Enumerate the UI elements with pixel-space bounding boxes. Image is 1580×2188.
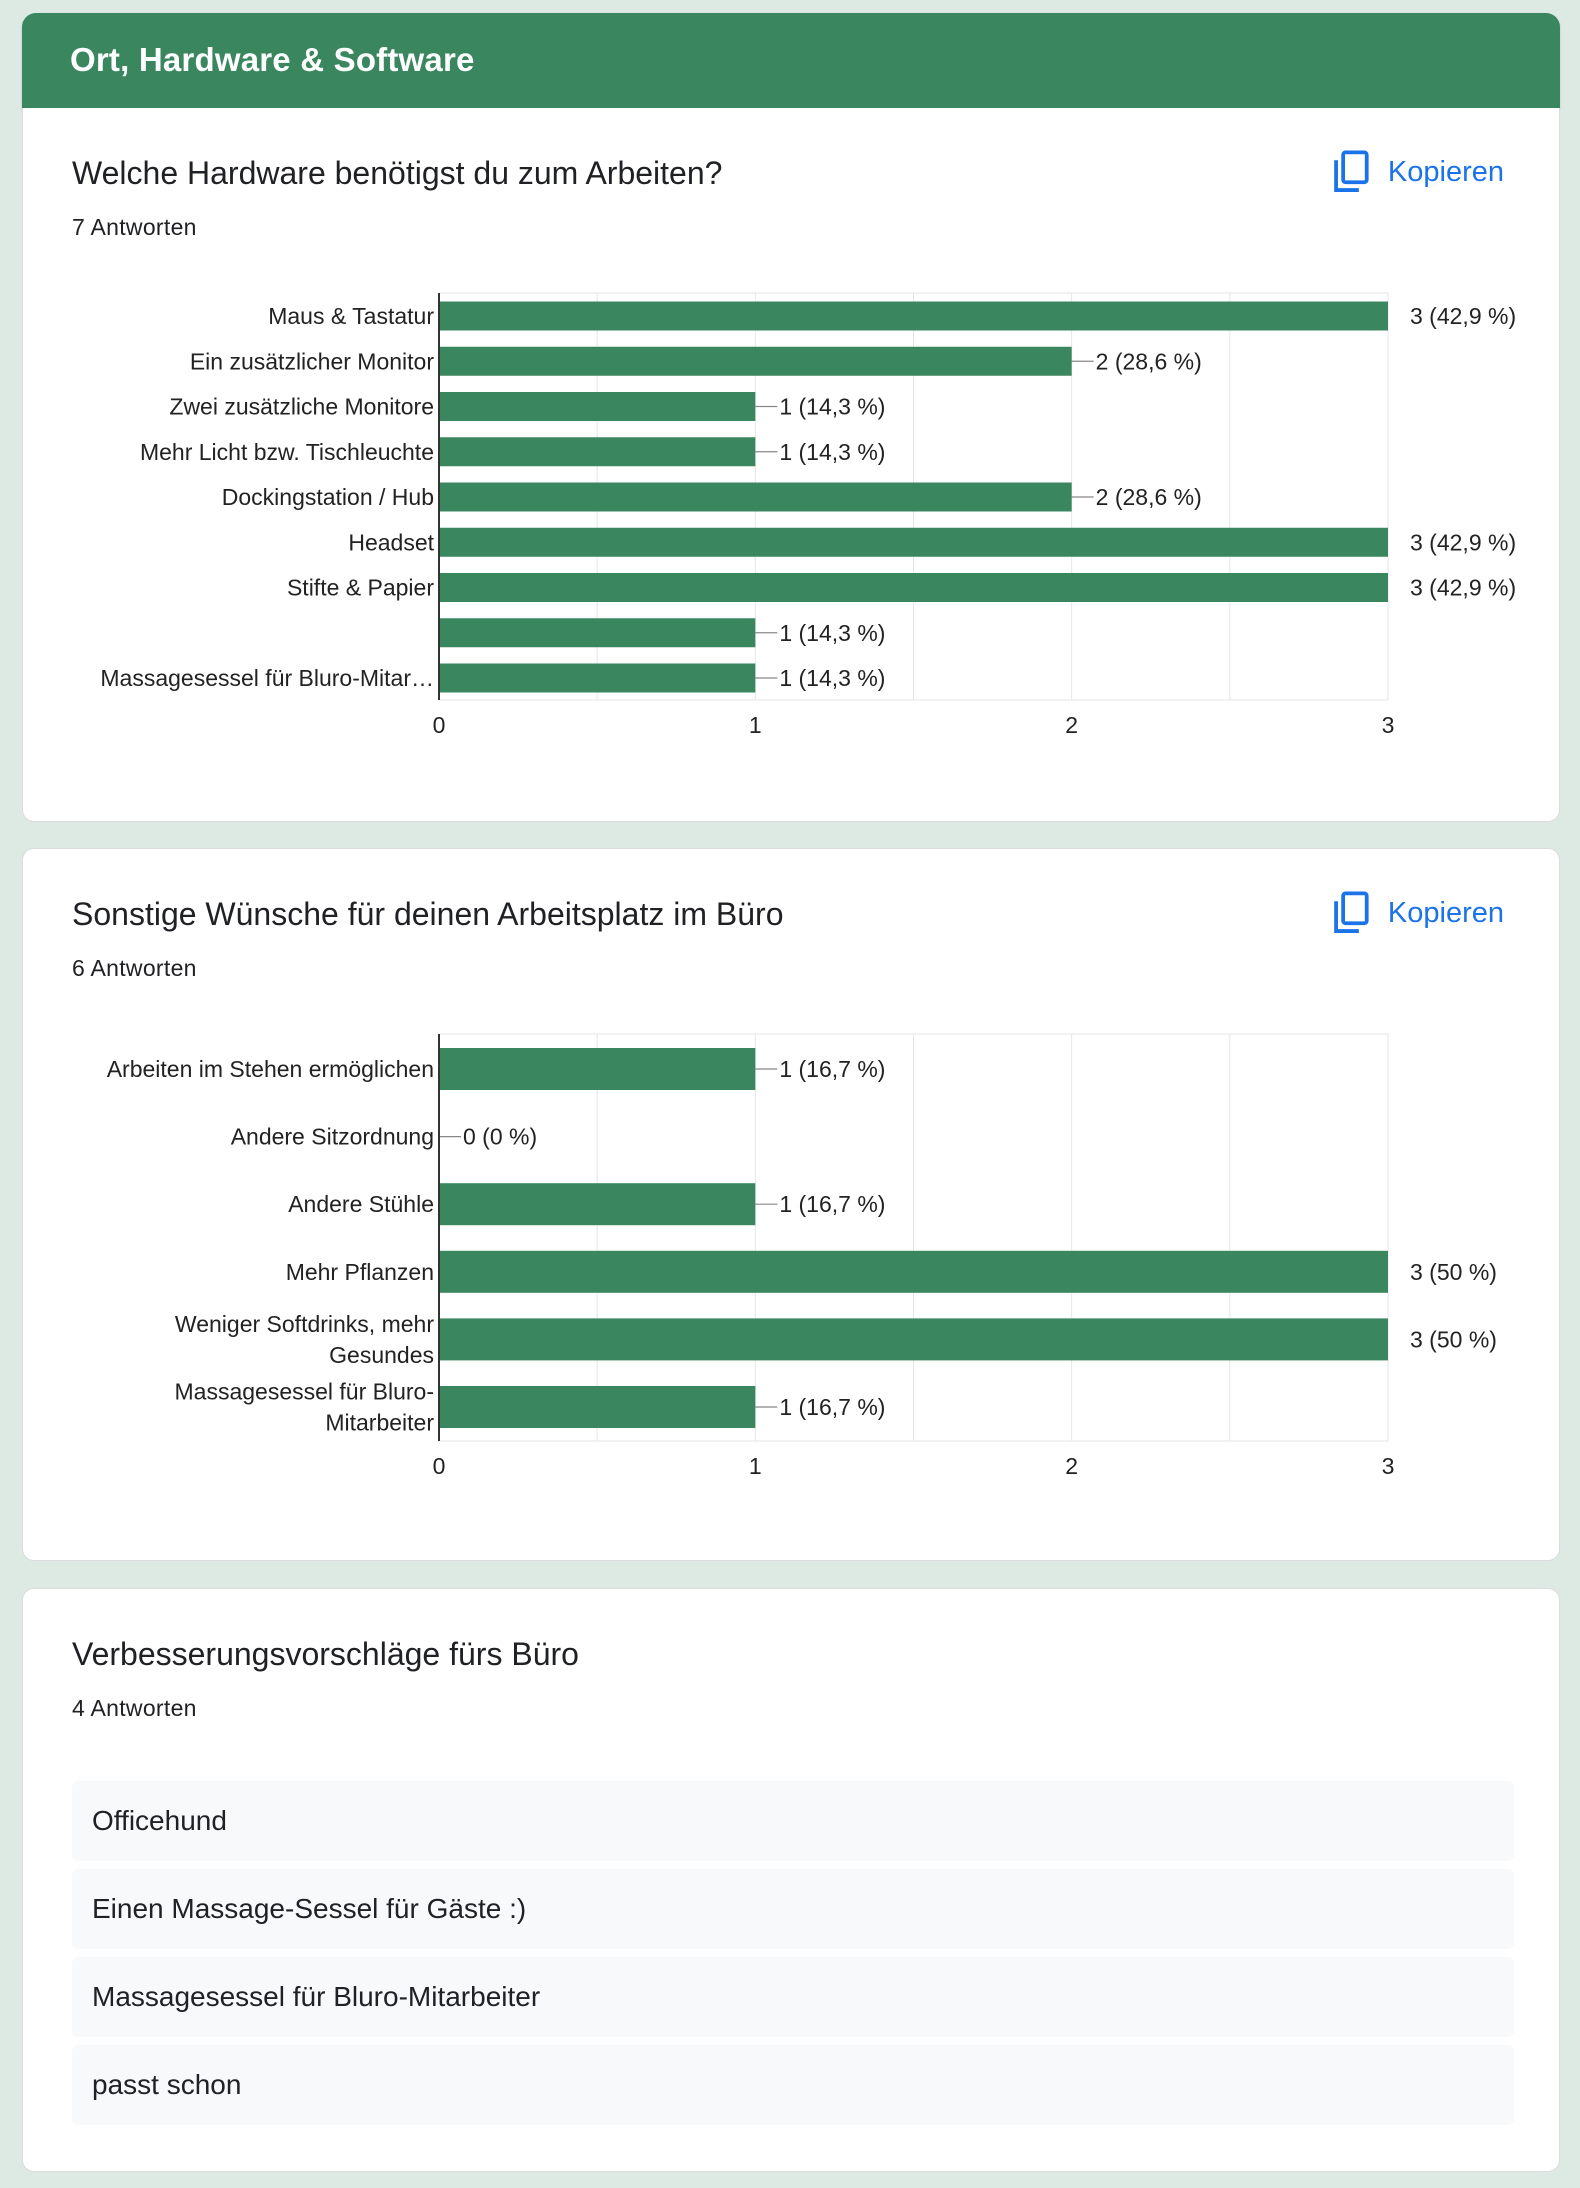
category-label: Andere Sitzordnung — [231, 1124, 434, 1150]
bar — [439, 346, 1072, 376]
category-label: Mehr Licht bzw. Tischleuchte — [140, 439, 434, 465]
question-title: Sonstige Wünsche für deinen Arbeitsplatz… — [72, 896, 784, 932]
bar — [439, 392, 756, 421]
x-tick-label: 1 — [749, 712, 762, 738]
response-item: passt schon — [72, 2045, 1514, 2125]
category-label: Mitarbeiter — [325, 1410, 434, 1436]
category-label: Dockingstation / Hub — [222, 484, 434, 510]
bar — [439, 1386, 756, 1428]
question-title: Welche Hardware benötigst du zum Arbeite… — [72, 155, 723, 191]
data-label: 2 (28,6 %) — [1096, 348, 1202, 374]
data-label: 2 (28,6 %) — [1096, 484, 1202, 510]
category-label: Arbeiten im Stehen ermöglichen — [107, 1056, 434, 1082]
data-label: 1 (14,3 %) — [779, 394, 885, 420]
question-title: Verbesserungsvorschläge fürs Büro — [72, 1636, 579, 1672]
response-item: Einen Massage-Sessel für Gäste :) — [72, 1869, 1514, 1949]
bar — [439, 1250, 1388, 1293]
section-header: Ort, Hardware & Software — [22, 13, 1560, 109]
copy-button-label: Kopieren — [1387, 896, 1504, 929]
x-tick-label: 3 — [1382, 712, 1395, 738]
bar — [439, 618, 756, 648]
category-label: Headset — [348, 529, 434, 555]
bar — [439, 1318, 1388, 1361]
bar — [439, 482, 1072, 512]
response-count: 4 Antworten — [72, 1695, 197, 1721]
data-label: 3 (42,9 %) — [1410, 303, 1516, 329]
data-label: 3 (42,9 %) — [1410, 529, 1516, 555]
response-count: 6 Antworten — [72, 955, 197, 981]
data-label: 0 (0 %) — [463, 1124, 537, 1150]
data-label: 1 (14,3 %) — [779, 439, 885, 465]
data-label: 1 (16,7 %) — [779, 1191, 885, 1217]
category-label: Mehr Pflanzen — [286, 1259, 434, 1285]
x-tick-label: 0 — [433, 712, 446, 738]
x-tick-label: 1 — [749, 1453, 762, 1479]
copy-icon — [1334, 150, 1369, 192]
bar-chart-wishes: 0 1 2 3 1 (16,7 %) Arbeiten im Stehen ermögli… — [107, 1033, 1497, 1479]
category-label: Stifte & Papier — [287, 575, 434, 601]
x-tick-label: 3 — [1382, 1453, 1395, 1479]
bar-chart-hardware: 0 1 2 3 3 (42,9 %) Maus & Tastatur 2 (28,6 %) E… — [100, 292, 1516, 738]
category-label: Weniger Softdrinks, mehr — [175, 1311, 434, 1337]
response-count: 7 Antworten — [72, 214, 197, 240]
bar — [439, 437, 756, 467]
data-label: 1 (14,3 %) — [779, 665, 885, 691]
question-card-suggestions: Verbesserungsvorschläge fürs Büro 4 Antw… — [22, 1588, 1560, 2172]
response-item: Officehund — [72, 1781, 1514, 1861]
data-label: 1 (16,7 %) — [779, 1056, 885, 1082]
category-label: Maus & Tastatur — [268, 303, 434, 329]
category-label: Massagesessel für Bluro- — [175, 1379, 435, 1405]
data-label: 1 (14,3 %) — [779, 620, 885, 646]
data-label: 3 (50 %) — [1410, 1326, 1497, 1352]
data-label: 1 (16,7 %) — [779, 1394, 885, 1420]
section-title: Ort, Hardware & Software — [70, 41, 475, 78]
question-card-wishes: Sonstige Wünsche für deinen Arbeitsplatz… — [22, 848, 1560, 1561]
bar — [439, 573, 1388, 602]
bar — [439, 1183, 756, 1226]
category-label: Gesundes — [329, 1342, 434, 1368]
copy-button-label: Kopieren — [1387, 155, 1504, 188]
bar — [439, 301, 1388, 331]
category-label: Zwei zusätzliche Monitore — [169, 394, 434, 420]
category-label: Ein zusätzlicher Monitor — [190, 348, 434, 374]
bar — [439, 1048, 756, 1090]
copy-button[interactable]: Kopieren — [1332, 885, 1504, 941]
copy-icon — [1334, 891, 1369, 933]
x-tick-label: 0 — [433, 1453, 446, 1479]
copy-button[interactable]: Kopieren — [1332, 144, 1504, 200]
x-tick-label: 2 — [1065, 712, 1078, 738]
category-label: Andere Stühle — [288, 1191, 434, 1217]
x-tick-label: 2 — [1065, 1453, 1078, 1479]
data-label: 3 (50 %) — [1410, 1259, 1497, 1285]
data-label: 3 (42,9 %) — [1410, 575, 1516, 601]
bar — [439, 663, 756, 693]
bar — [439, 527, 1388, 557]
response-item: Massagesessel für Bluro-Mitarbeiter — [72, 1957, 1514, 2037]
category-label: Massagesessel für Bluro-Mitar… — [100, 665, 434, 691]
question-card-hardware: Welche Hardware benötigst du zum Arbeite… — [22, 108, 1560, 822]
